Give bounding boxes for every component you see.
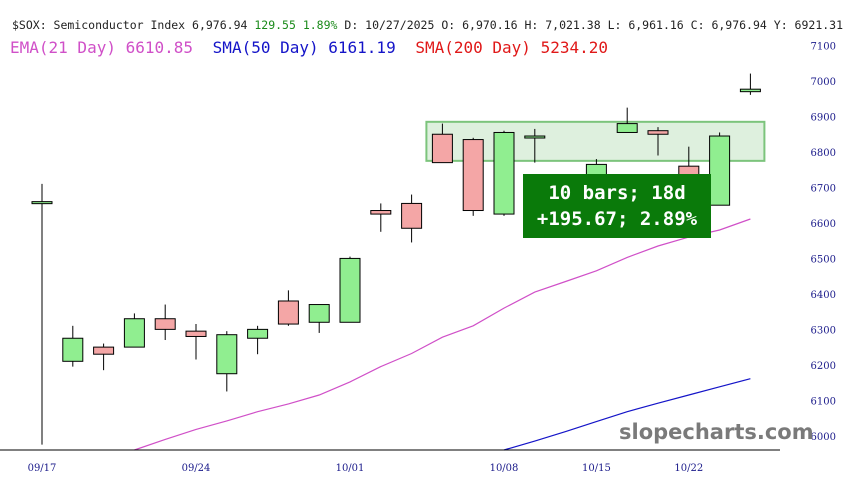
high-value: H: 7,021.38 (524, 18, 601, 32)
price-change: 129.55 1.89% (254, 18, 338, 32)
y-tick-label: 6900 (811, 113, 836, 124)
x-axis: 09/17 09/24 10/01 10/08 10/15 10/22 (28, 463, 704, 474)
x-tick-label: 10/01 (336, 463, 365, 474)
symbol-name: $SOX: Semiconductor Index (12, 18, 186, 32)
candle-body-down (647, 130, 669, 135)
last-price: 6,976.94 (192, 18, 248, 32)
y-tick-label: 6300 (811, 325, 836, 336)
y-tick-label: 6400 (811, 290, 836, 301)
y-axis: 6000 6100 6200 6300 6400 6500 6600 6700 6800 6900… (811, 42, 836, 443)
x-tick-label: 09/24 (182, 463, 211, 474)
y-tick-label: 6000 (811, 432, 836, 443)
y-tick-label: 7000 (811, 77, 836, 88)
bar-date: D: 10/27/2025 (344, 18, 435, 32)
x-tick-label: 10/15 (582, 463, 611, 474)
candle-body-down (277, 300, 299, 325)
candle-body-down (93, 346, 115, 355)
candle-body-up (709, 135, 731, 206)
watermark: slopecharts.com (619, 420, 814, 444)
candle-body-up (339, 257, 361, 323)
x-tick-label: 09/17 (28, 463, 57, 474)
candle-body-up (216, 334, 238, 375)
sma50-line (503, 378, 751, 451)
ema-line-layer (134, 218, 751, 451)
candle-body-up (524, 135, 546, 139)
x-tick-label: 10/22 (674, 463, 703, 474)
sma-line-layer (503, 378, 751, 451)
close-value: C: 6,976.94 (690, 18, 767, 32)
candle-body-up (31, 201, 53, 205)
legend-ema: EMA(21 Day) 6610.85 (10, 38, 194, 57)
candle-body-down (431, 133, 453, 164)
y-tick-label: 7100 (811, 42, 836, 53)
candle-body-up (123, 318, 145, 348)
y-tick-label: 6800 (811, 148, 836, 159)
low-value: L: 6,961.16 (607, 18, 684, 32)
y-tick-label: 6100 (811, 396, 836, 407)
y-tick-label: 6700 (811, 183, 836, 194)
y-tick-label: 6200 (811, 361, 836, 372)
candle-body-up (739, 88, 761, 93)
candle-body-up (247, 328, 269, 339)
candle-body-up (493, 131, 515, 215)
y-tick-label: 6500 (811, 254, 836, 265)
candle-body-down (154, 318, 176, 330)
legend-sma50: SMA(50 Day) 6161.19 (212, 38, 396, 57)
ema21-line (134, 218, 751, 451)
indicator-legend: EMA(21 Day) 6610.85 SMA(50 Day) 6161.19 … (10, 38, 608, 57)
legend-sma200: SMA(200 Day) 5234.20 (415, 38, 608, 57)
range-stat-bars: 10 bars; 18d (548, 182, 686, 204)
candle-body-down (462, 139, 484, 212)
candle-body-up (616, 123, 638, 133)
range-stat-change: +195.67; 2.89% (536, 208, 698, 230)
candle-body-up (62, 337, 84, 362)
y-tick-label: 6600 (811, 219, 836, 230)
candles-layer (31, 73, 761, 445)
x-tick-label: 10/08 (490, 463, 519, 474)
y-value: Y: 6921.31 (773, 18, 844, 32)
range-stat-box: 10 bars; 18d +195.67; 2.89% (523, 174, 711, 238)
candle-body-down (185, 330, 207, 337)
quote-header: $SOX: Semiconductor Index 6,976.94 129.5… (12, 18, 843, 32)
candle-body-down (370, 210, 392, 215)
candle-body-up (308, 304, 330, 323)
open-value: O: 6,970.16 (441, 18, 518, 32)
candle-body-down (401, 202, 423, 229)
